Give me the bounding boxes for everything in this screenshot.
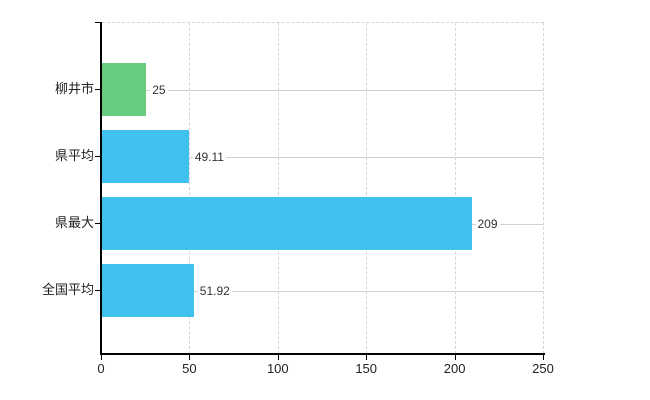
vertical-gridline bbox=[189, 23, 191, 354]
x-tick-label: 250 bbox=[532, 361, 554, 376]
y-axis-tick bbox=[95, 222, 100, 224]
category-centerline bbox=[102, 89, 544, 91]
value-label: 209 bbox=[475, 216, 500, 231]
bar[interactable] bbox=[102, 197, 472, 250]
x-axis-tick bbox=[543, 355, 544, 360]
value-label: 49.11 bbox=[192, 149, 226, 164]
category-label: 柳井市 bbox=[54, 80, 94, 96]
category-label: 県平均 bbox=[54, 147, 94, 163]
value-label: 51.92 bbox=[197, 283, 232, 298]
category-label: 全国平均 bbox=[41, 281, 94, 297]
x-tick-label: 0 bbox=[97, 361, 105, 376]
vertical-gridline bbox=[454, 23, 456, 354]
x-axis-line bbox=[100, 353, 545, 355]
y-axis-tick bbox=[95, 289, 100, 291]
x-tick-label: 200 bbox=[443, 361, 466, 376]
vertical-gridline bbox=[366, 23, 368, 354]
plot-area: 25 49.11 209 51.92 bbox=[102, 22, 544, 354]
category-label: 県最大 bbox=[54, 214, 94, 230]
category-centerline bbox=[102, 156, 544, 158]
x-axis-tick bbox=[366, 355, 368, 360]
x-axis-tick bbox=[101, 355, 102, 360]
y-axis-tick bbox=[95, 22, 100, 23]
y-axis-tick bbox=[95, 88, 100, 90]
x-axis-tick bbox=[277, 355, 279, 360]
x-tick-label: 100 bbox=[266, 361, 289, 376]
vertical-gridline bbox=[543, 23, 544, 354]
x-tick-label: 150 bbox=[355, 361, 378, 376]
value-label: 25 bbox=[150, 82, 168, 97]
category-centerline bbox=[102, 290, 544, 292]
x-axis-tick bbox=[454, 355, 456, 360]
bar[interactable] bbox=[102, 264, 194, 317]
y-axis-line bbox=[100, 22, 102, 355]
vertical-gridline bbox=[277, 23, 279, 354]
x-axis-tick bbox=[189, 355, 191, 360]
bar[interactable] bbox=[102, 130, 189, 183]
y-axis-tick bbox=[95, 155, 100, 157]
x-tick-label: 50 bbox=[182, 361, 197, 376]
bar[interactable] bbox=[102, 63, 147, 116]
